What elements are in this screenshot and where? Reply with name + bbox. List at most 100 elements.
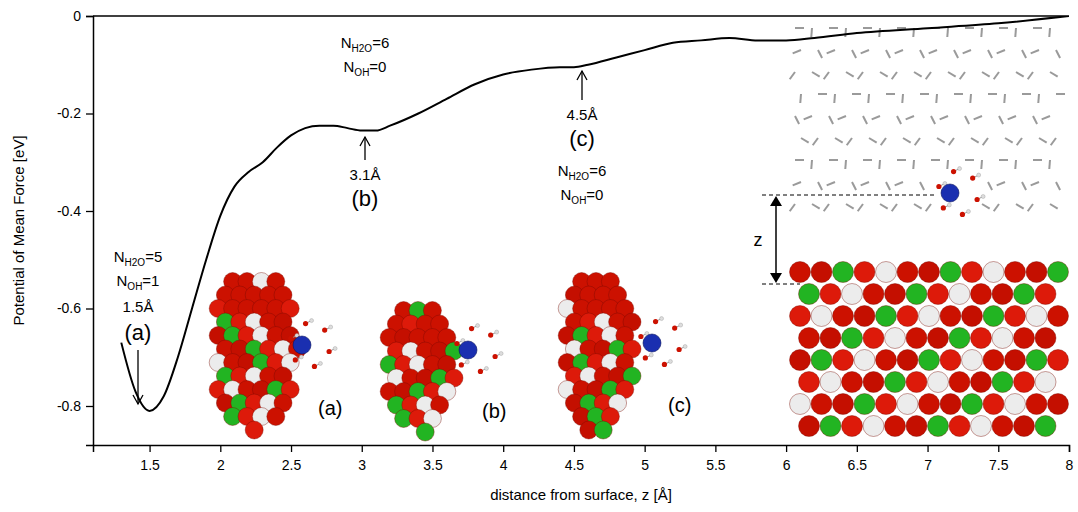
water-stick xyxy=(858,204,863,211)
tick: 7 xyxy=(924,445,932,473)
tick: 4.5 xyxy=(565,445,585,473)
annotation-text: (c) xyxy=(569,126,595,151)
water-stick xyxy=(965,159,974,161)
water-stick xyxy=(829,159,838,161)
water-stick xyxy=(835,138,843,143)
water-oxygen xyxy=(454,341,459,346)
tick-mark xyxy=(432,445,433,452)
z-marker: z xyxy=(754,195,936,284)
atom xyxy=(876,306,897,327)
tick: 1.5 xyxy=(140,445,160,473)
tick-label: 4 xyxy=(500,457,508,473)
water-hydrogen xyxy=(318,361,322,365)
water-stick xyxy=(988,182,992,190)
surface-slab xyxy=(558,273,641,440)
annotation-text: 3.1Å xyxy=(350,166,381,183)
tick-label: 6.5 xyxy=(848,457,868,473)
plot-area xyxy=(121,16,1069,411)
water-hydrogen xyxy=(947,203,951,207)
z-arrowhead xyxy=(770,273,782,283)
atom xyxy=(971,372,992,393)
atom xyxy=(820,284,841,305)
water-hydrogen xyxy=(981,195,985,199)
atom xyxy=(799,284,820,305)
water-stick xyxy=(997,182,1005,185)
ion-atom xyxy=(459,341,477,359)
surface-slab xyxy=(209,273,306,440)
atom xyxy=(833,306,854,327)
water-stick xyxy=(915,138,920,145)
y-axis-title: Potential of Mean Force [eV] xyxy=(10,135,27,325)
water-stick xyxy=(810,28,813,37)
water-stick xyxy=(1037,94,1040,103)
tick-label: 6 xyxy=(783,457,791,473)
annotation-arrowhead xyxy=(133,395,143,404)
atom xyxy=(897,350,918,371)
axis-line xyxy=(94,446,1070,453)
water-stick xyxy=(1014,28,1017,37)
water-stick xyxy=(948,72,956,77)
atom xyxy=(833,262,854,283)
water-stick xyxy=(897,159,906,161)
water-stick xyxy=(971,138,979,143)
atom xyxy=(1026,394,1047,415)
atom xyxy=(983,350,1004,371)
water-stick xyxy=(1056,93,1065,95)
water-stick xyxy=(1017,138,1022,145)
annotation-arrow xyxy=(137,350,138,404)
water-stick xyxy=(886,93,895,95)
water-stick xyxy=(1050,204,1058,209)
water-stick xyxy=(1031,50,1039,53)
ion-atom xyxy=(643,334,661,352)
atom xyxy=(842,372,863,393)
water-oxygen xyxy=(975,197,980,202)
tick-mark xyxy=(1069,445,1070,452)
atom xyxy=(885,416,906,437)
water-stick xyxy=(1022,182,1026,190)
tick: 3 xyxy=(358,445,366,473)
atom xyxy=(897,306,918,327)
atom xyxy=(1014,328,1035,349)
water-oxygen xyxy=(327,349,332,354)
atom xyxy=(1014,416,1035,437)
water-hydrogen xyxy=(668,359,672,363)
atom xyxy=(940,350,961,371)
atom xyxy=(940,306,961,327)
atom xyxy=(811,394,832,415)
atom xyxy=(906,372,927,393)
water-stick xyxy=(895,50,903,53)
atom xyxy=(842,416,863,437)
water-stick xyxy=(980,28,983,37)
surface-slab xyxy=(380,302,463,442)
water-stick xyxy=(790,72,795,79)
atom xyxy=(876,350,897,371)
ion xyxy=(288,319,337,370)
atom xyxy=(949,372,970,393)
water-stick xyxy=(881,138,886,145)
atom xyxy=(919,350,940,371)
tick-label: 2.5 xyxy=(282,457,302,473)
water-oxygen xyxy=(653,319,658,324)
tick-label: 0 xyxy=(73,8,81,24)
water-stick xyxy=(1056,50,1060,58)
water-stick xyxy=(965,27,974,29)
z-arrowhead xyxy=(770,196,782,206)
water-stick xyxy=(965,116,969,124)
water-stick xyxy=(920,93,929,95)
y-axis: -0.8-0.6-0.4-0.20 xyxy=(57,8,94,446)
tick-label: 3.5 xyxy=(423,457,443,473)
water-stick xyxy=(935,94,938,103)
atom xyxy=(1014,372,1035,393)
water-stick xyxy=(997,50,1005,53)
water-oxygen xyxy=(672,325,677,330)
atom xyxy=(897,394,918,415)
water-stick xyxy=(847,138,852,145)
atom xyxy=(928,372,949,393)
water-oxygen xyxy=(662,362,667,367)
water-hydrogen xyxy=(333,347,337,351)
water-hydrogen xyxy=(958,167,962,171)
water-stick xyxy=(852,50,856,58)
water-stick xyxy=(912,160,915,169)
z-arrow xyxy=(775,201,777,278)
water-stick xyxy=(1051,138,1056,145)
